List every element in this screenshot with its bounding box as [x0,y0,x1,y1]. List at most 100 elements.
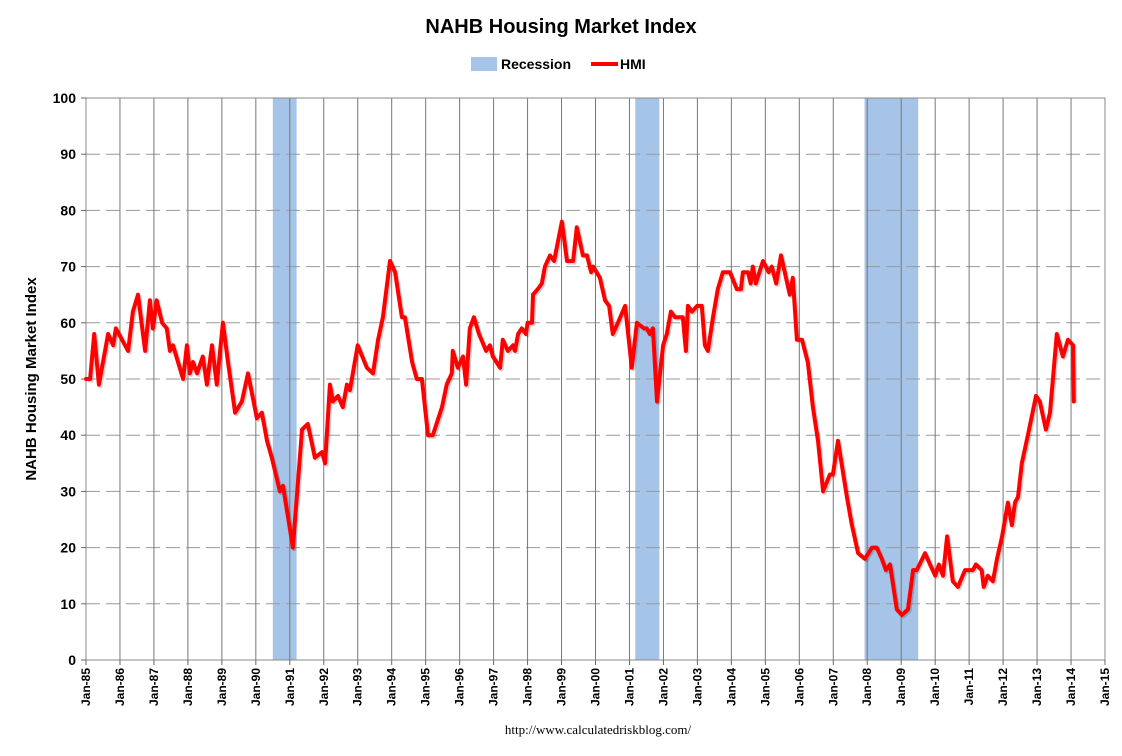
data-point [652,327,654,329]
data-point [357,344,359,346]
data-point [93,333,95,335]
data-point [964,569,966,571]
x-tick-label: Jan-86 [113,668,127,706]
data-point [457,367,459,369]
data-point [755,282,757,284]
data-point [952,580,954,582]
x-tick-label: Jan-03 [690,668,704,706]
data-point [789,294,791,296]
x-tick-label: Jan-99 [555,668,569,706]
data-point [662,344,664,346]
data-point [98,384,100,386]
data-point [266,440,268,442]
y-tick-label: 0 [68,652,76,668]
data-point [202,356,204,358]
y-tick-label: 60 [60,315,76,331]
data-point [192,361,194,363]
data-point [196,372,198,374]
gridlines [86,98,1105,660]
data-point [332,400,334,402]
data-point [512,344,514,346]
y-tick-label: 100 [53,90,77,106]
data-point [451,372,453,374]
data-point [446,384,448,386]
data-point [292,547,294,549]
data-point [796,339,798,341]
data-point [271,457,273,459]
data-point [656,400,658,402]
data-point [206,384,208,386]
data-point [301,429,303,431]
data-point [1073,400,1075,402]
x-tick-label: Jan-15 [1098,668,1112,706]
data-point [643,327,645,329]
data-point [1014,502,1016,504]
data-point [421,378,423,380]
x-tick-label: Jan-97 [487,668,501,706]
legend-label-recession: Recession [501,56,571,72]
data-point [441,406,443,408]
y-tick-label: 30 [60,483,76,499]
data-point [704,344,706,346]
data-point [227,361,229,363]
x-tick-label: Jan-07 [826,668,840,706]
data-point [462,356,464,358]
data-point [307,423,309,425]
data-point [502,339,504,341]
x-tick-label: Jan-01 [622,668,636,706]
data-point [747,271,749,273]
data-point [1017,496,1019,498]
data-point [149,299,151,301]
data-point [432,434,434,436]
y-tick-label: 40 [60,427,76,443]
source-url: http://www.calculatedriskblog.com/ [505,722,692,737]
data-point [514,350,516,352]
data-point [972,569,974,571]
data-point [857,552,859,554]
y-tick-label: 10 [60,596,76,612]
data-point [572,260,574,262]
data-point [478,333,480,335]
data-point [161,322,163,324]
data-point [314,457,316,459]
data-point [646,327,648,329]
data-point [489,344,491,346]
data-point [382,316,384,318]
recession-band [272,98,297,660]
x-tick-label: Jan-85 [79,668,93,706]
x-tick-label: Jan-14 [1064,668,1078,706]
data-point [553,260,555,262]
data-point [1035,395,1037,397]
data-point [670,311,672,313]
legend: Recession HMI [471,56,646,72]
data-point [525,333,527,335]
data-point [372,372,374,374]
data-point [649,333,651,335]
data-point [934,575,936,577]
data-point [182,378,184,380]
data-point [983,586,985,588]
data-point [465,384,467,386]
data-point [329,384,331,386]
data-point [604,299,606,301]
data-point [736,288,738,290]
x-tick-label: Jan-87 [147,668,161,706]
data-point [1062,356,1064,358]
data-point [337,395,339,397]
data-point [427,434,429,436]
x-tick-label: Jan-11 [962,668,976,706]
data-point [822,490,824,492]
data-point [957,586,959,588]
x-tick-label: Jan-02 [656,668,670,706]
y-tick-label: 50 [60,371,76,387]
data-point [687,305,689,307]
data-point [156,299,158,301]
data-point [674,316,676,318]
data-point [166,327,168,329]
data-point [929,563,931,565]
data-point [541,282,543,284]
data-point [1021,462,1023,464]
data-point [85,378,87,380]
data-point [576,226,578,228]
